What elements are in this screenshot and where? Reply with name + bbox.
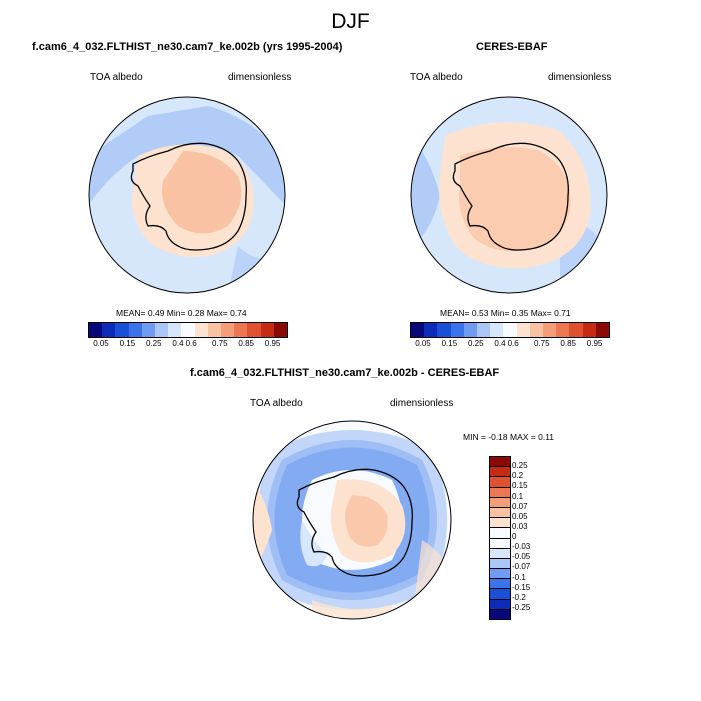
colorbar-tick-label: 0.75: [212, 339, 228, 348]
colorbar-tick-label: 0.4: [172, 339, 184, 348]
colorbar-swatch: [490, 518, 510, 529]
colorbar-swatch: [155, 323, 169, 337]
colorbar-tick-label: -0.15: [512, 582, 531, 592]
colorbar-tick-label: 0.25: [512, 461, 528, 471]
colorbar-swatch: [194, 323, 208, 337]
colorbar-tick-label: 0: [512, 532, 517, 541]
colorbar-tick-label: 0.03: [512, 521, 528, 531]
colorbar-swatch: [234, 323, 248, 337]
colorbar-swatch: [503, 323, 517, 337]
colorbar-tick-label: 0.75: [534, 339, 550, 348]
colorbar-tick-label: 0.1: [512, 491, 524, 501]
colorbar-tick-label: -0.05: [512, 552, 531, 562]
colorbar-tick-label: 0.15: [441, 339, 458, 348]
colorbar-swatch: [529, 323, 544, 337]
colorbar-swatch: [128, 323, 142, 337]
colorbar-swatch: [450, 323, 464, 337]
panel3-stats: MIN = -0.18 MAX = 0.11: [463, 432, 555, 442]
colorbar-tick-label: 0.05: [415, 339, 431, 348]
colorbar-swatch: [490, 457, 510, 468]
colorbar-tick-label: 0.6: [507, 339, 519, 348]
colorbar-tick-label: -0.25: [512, 602, 531, 612]
colorbar-swatch: [260, 323, 274, 337]
panel1-stats: MEAN= 0.49 Min= 0.28 Max= 0.74: [116, 308, 247, 318]
colorbar-tick-label: -0.07: [512, 562, 531, 572]
colorbar-tick-label: 0.4: [494, 339, 506, 348]
colorbar-swatch: [582, 323, 596, 337]
colorbar-swatch: [221, 323, 235, 337]
colorbar-swatch: [247, 323, 261, 337]
colorbar-swatch: [490, 323, 504, 337]
colorbar-tick-label: 0.07: [512, 501, 528, 511]
colorbar-swatch: [490, 507, 510, 519]
colorbar-swatch: [437, 323, 451, 337]
colorbar-swatch: [168, 323, 182, 337]
panel3-colorbar: [489, 456, 511, 620]
colorbar-tick-label: -0.1: [512, 572, 526, 582]
colorbar-swatch: [411, 323, 425, 337]
colorbar-swatch: [556, 323, 570, 337]
panel2-polar-map: [410, 96, 608, 294]
colorbar-swatch: [569, 323, 583, 337]
figure-title: DJF: [331, 10, 370, 33]
colorbar-swatch: [490, 609, 510, 619]
colorbar-swatch: [490, 467, 510, 478]
colorbar-swatch: [477, 323, 491, 337]
colorbar-swatch: [490, 477, 510, 488]
colorbar-tick-label: 0.05: [93, 339, 109, 348]
colorbar-tick-label: -0.2: [512, 592, 526, 602]
colorbar-swatch: [102, 323, 116, 337]
colorbar-swatch: [490, 579, 510, 590]
panel2-right-label: dimensionless: [548, 72, 612, 83]
panel1-colorbar: [88, 322, 288, 338]
colorbar-tick-label: 0.6: [185, 339, 197, 348]
colorbar-swatch: [89, 323, 103, 337]
panel1-polar-map: [88, 96, 286, 294]
panel3-polar-map: [252, 420, 452, 620]
colorbar-swatch: [490, 538, 510, 549]
colorbar-swatch: [543, 323, 557, 337]
colorbar-tick-label: 0.85: [560, 339, 576, 348]
colorbar-swatch: [181, 323, 195, 337]
colorbar-swatch: [273, 323, 288, 337]
colorbar-swatch: [490, 589, 510, 600]
colorbar-tick-label: 0.85: [238, 339, 254, 348]
colorbar-swatch: [490, 487, 510, 498]
colorbar-swatch: [595, 323, 610, 337]
colorbar-swatch: [490, 569, 510, 580]
panel1-title: f.cam6_4_032.FLTHIST_ne30.cam7_ke.002b (…: [32, 41, 343, 53]
panel1-left-label: TOA albedo: [90, 72, 143, 83]
colorbar-swatch: [141, 323, 156, 337]
colorbar-tick-label: 0.15: [512, 481, 528, 491]
colorbar-tick-label: 0.05: [512, 511, 528, 521]
colorbar-swatch: [490, 497, 510, 508]
panel3-title: f.cam6_4_032.FLTHIST_ne30.cam7_ke.002b -…: [190, 367, 500, 379]
colorbar-swatch: [207, 323, 222, 337]
colorbar-tick-label: 0.25: [468, 339, 484, 348]
panel2-left-label: TOA albedo: [410, 72, 463, 83]
colorbar-swatch: [424, 323, 438, 337]
panel3-right-label: dimensionless: [390, 398, 454, 409]
colorbar-tick-label: 0.25: [146, 339, 162, 348]
colorbar-tick-label: -0.03: [512, 542, 531, 552]
colorbar-swatch: [490, 599, 510, 610]
colorbar-swatch: [115, 323, 129, 337]
colorbar-swatch: [490, 528, 510, 539]
panel2-title: CERES-EBAF: [476, 41, 548, 53]
panel2-colorbar: [410, 322, 610, 338]
colorbar-swatch: [490, 548, 510, 559]
panel3-left-label: TOA albedo: [250, 398, 303, 409]
colorbar-tick-label: 0.95: [586, 339, 603, 348]
colorbar-swatch: [516, 323, 530, 337]
panel1-right-label: dimensionless: [228, 72, 292, 83]
colorbar-tick-label: 0.15: [119, 339, 136, 348]
colorbar-tick-label: 0.95: [264, 339, 281, 348]
colorbar-tick-label: 0.2: [512, 471, 524, 481]
colorbar-swatch: [463, 323, 478, 337]
panel2-stats: MEAN= 0.53 Min= 0.35 Max= 0.71: [440, 308, 571, 318]
colorbar-swatch: [490, 558, 510, 570]
